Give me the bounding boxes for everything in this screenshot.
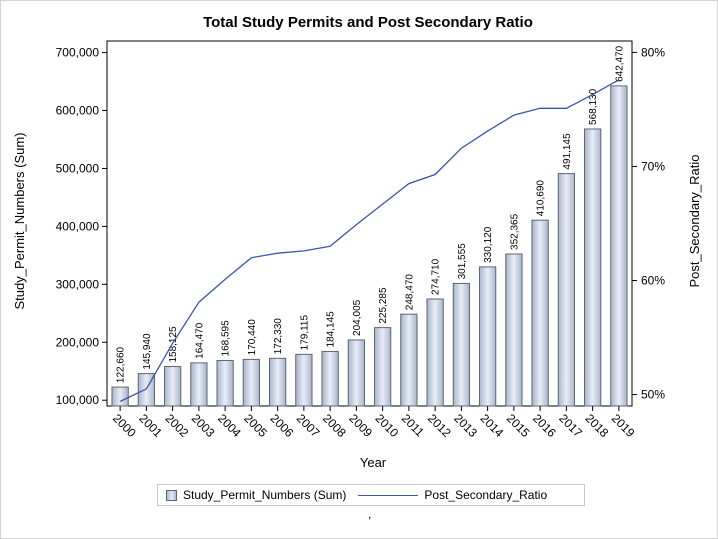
x-tick-label: 2018	[583, 411, 612, 440]
bar	[242, 358, 261, 407]
bar	[478, 266, 497, 407]
y-tick-label: 500,000	[56, 161, 100, 175]
x-tick-label: 2003	[189, 411, 218, 440]
bar	[295, 353, 313, 407]
x-tick-label: 2017	[556, 411, 585, 440]
x-tick-label: 2014	[478, 411, 507, 440]
x-tick-label: 2005	[241, 411, 270, 440]
y2-tick-label: 80%	[641, 45, 665, 59]
plot-area: 100,000 200,000 300,000 400,000 500,000 600,0…	[56, 40, 665, 440]
bar-data-label: 568,130	[588, 88, 599, 125]
bar	[583, 128, 602, 407]
y-tick-label: 100,000	[56, 393, 100, 407]
bar-data-label: 122,660	[116, 346, 127, 383]
bar	[268, 357, 287, 407]
x-tick-label: 2004	[215, 411, 244, 440]
x-tick-label: 2016	[530, 411, 559, 440]
ratio-line	[119, 79, 620, 402]
bar	[452, 282, 471, 407]
bar-data-label: 274,710	[431, 258, 442, 295]
bar	[531, 219, 549, 407]
bar-data-label: 491,145	[562, 133, 573, 170]
bar	[373, 327, 392, 407]
y-tick-label: 200,000	[56, 335, 100, 349]
bar-data-label: 170,440	[247, 319, 258, 356]
bar-data-label: 145,940	[142, 333, 153, 370]
bar-data-label: 168,595	[221, 320, 232, 357]
x-tick-label: 2011	[399, 411, 427, 439]
bar-data-label: 179,115	[299, 315, 310, 351]
bar-data-label: 410,690	[536, 180, 547, 217]
x-tick-label: 2019	[609, 411, 638, 440]
bar-data-label: 301,555	[457, 243, 468, 280]
bar	[111, 386, 129, 407]
bar	[400, 313, 418, 407]
y2-axis-label: Post_Secondary_Ratio	[687, 155, 702, 288]
x-tick-label: 2000	[110, 411, 139, 440]
bar-data-label: 164,470	[194, 322, 205, 359]
y2-tick-label: 70%	[641, 159, 665, 173]
y-tick-label: 400,000	[56, 219, 100, 233]
bar-data-label: 184,145	[326, 311, 337, 348]
legend: Study_Permit_Numbers (Sum) Post_Secondar…	[157, 484, 585, 506]
legend-bar-label: Study_Permit_Numbers (Sum)	[183, 488, 347, 502]
line-swatch-icon	[358, 494, 419, 496]
chart-svg: Total Study Permits and Post Secondary R…	[12, 14, 702, 470]
y2-tick-label: 60%	[641, 274, 665, 288]
bar-data-label: 204,005	[352, 299, 363, 336]
bar	[190, 362, 208, 407]
bar	[610, 85, 628, 407]
x-tick-label: 2015	[504, 411, 533, 440]
legend-item-line: Post_Secondary_Ratio	[346, 488, 547, 502]
legend-item-bars: Study_Permit_Numbers (Sum)	[158, 488, 346, 502]
bar	[347, 339, 366, 407]
x-tick-label: 2001	[136, 411, 165, 440]
y-tick-label: 600,000	[56, 104, 100, 118]
bar	[163, 366, 182, 407]
y-tick-label: 700,000	[56, 46, 100, 60]
bar-data-label: 642,470	[614, 45, 625, 82]
chart-title: Total Study Permits and Post Secondary R…	[203, 14, 533, 31]
x-tick-label: 2009	[346, 411, 375, 440]
bar	[321, 350, 339, 407]
footnote: ,	[368, 507, 372, 521]
x-tick-label: 2008	[320, 411, 349, 440]
x-axis-label: Year	[360, 455, 387, 470]
bar-data-label: 172,330	[273, 318, 284, 355]
plot-frame	[106, 40, 633, 407]
bar-data-label: 248,470	[404, 274, 415, 311]
legend-line-label: Post_Secondary_Ratio	[424, 488, 548, 502]
x-tick-label: 2013	[451, 411, 480, 440]
y2-tick-label: 50%	[641, 388, 665, 402]
y-tick-label: 300,000	[56, 277, 100, 291]
bar-data-label: 225,285	[378, 287, 389, 324]
x-tick-label: 2002	[163, 411, 192, 440]
bar	[426, 298, 444, 407]
bar-swatch-icon	[166, 489, 177, 501]
bar	[557, 173, 576, 407]
x-tick-label: 2006	[268, 411, 297, 440]
bar-data-label: 330,120	[483, 226, 494, 263]
x-tick-label: 2007	[294, 411, 323, 440]
x-tick-label: 2010	[373, 411, 402, 440]
bar	[216, 359, 234, 407]
y-axis-label: Study_Permit_Numbers (Sum)	[12, 133, 27, 310]
x-tick-label: 2012	[425, 411, 454, 440]
bar-data-label: 158,125	[168, 326, 179, 363]
bar	[505, 253, 523, 407]
bar-data-label: 352,365	[509, 213, 520, 250]
